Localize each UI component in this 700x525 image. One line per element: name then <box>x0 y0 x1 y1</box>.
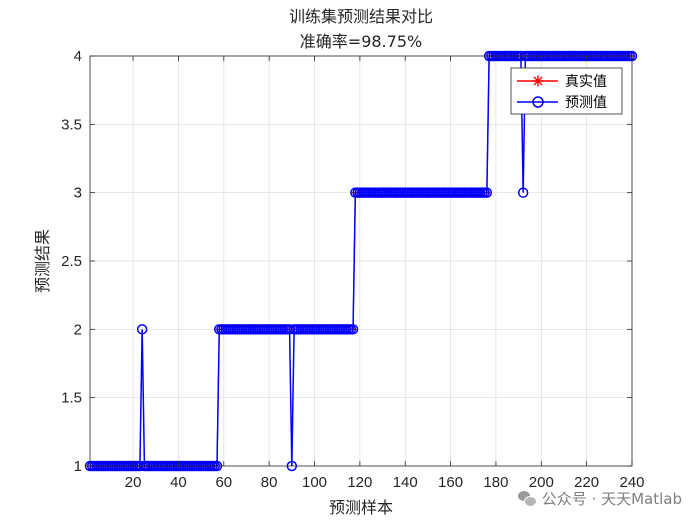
legend-pred-label: 预测值 <box>565 95 607 111</box>
legend-box <box>510 67 623 115</box>
x-tick-label: 220 <box>574 474 599 491</box>
x-tick-label: 40 <box>170 474 187 491</box>
y-tick-labels: 1 1.5 2 2.5 3 3.5 4 <box>61 48 82 475</box>
chart-subtitle: 准确率=98.75% <box>300 32 422 51</box>
predicted-point <box>517 187 529 198</box>
x-tick-label: 180 <box>483 474 508 491</box>
y-tick-label: 2.5 <box>61 253 82 270</box>
y-tick-label: 2 <box>74 321 82 338</box>
x-tick-label: 160 <box>438 474 463 491</box>
watermark: 公众号 · 天天Matlab <box>517 488 682 509</box>
x-tick-label: 140 <box>393 474 418 491</box>
x-tick-label: 60 <box>215 474 232 491</box>
y-tick-label: 1 <box>74 458 82 475</box>
predicted-point <box>136 324 148 335</box>
x-tick-label: 80 <box>261 474 278 491</box>
y-tick-label: 1.5 <box>61 390 82 407</box>
predicted-point <box>347 324 359 335</box>
legend-pred-marker <box>532 96 544 108</box>
x-tick-label: 200 <box>529 474 554 491</box>
y-tick-label: 3 <box>74 185 82 202</box>
y-tick-label: 3.5 <box>61 116 82 133</box>
chart-title: 训练集预测结果对比 <box>289 7 433 26</box>
watermark-text: 公众号 · 天天Matlab <box>541 490 682 508</box>
x-tick-label: 20 <box>125 474 142 491</box>
x-tick-label: 120 <box>347 474 372 491</box>
predicted-point <box>481 187 493 198</box>
x-axis-label: 预测样本 <box>329 498 393 517</box>
x-tick-label: 100 <box>302 474 327 491</box>
legend-true-label: 真实值 <box>565 74 607 90</box>
axis-ticks <box>90 55 633 467</box>
x-tick-labels: 20 40 60 80 100 120 140 160 180 200 220 240 <box>125 474 645 491</box>
legend: 真实值 预测值 <box>510 67 623 115</box>
y-tick-label: 4 <box>74 48 82 65</box>
y-axis-label: 预测结果 <box>33 229 52 293</box>
x-tick-label: 240 <box>619 474 644 491</box>
wechat-icon <box>517 490 537 507</box>
legend-true-marker <box>532 75 544 87</box>
